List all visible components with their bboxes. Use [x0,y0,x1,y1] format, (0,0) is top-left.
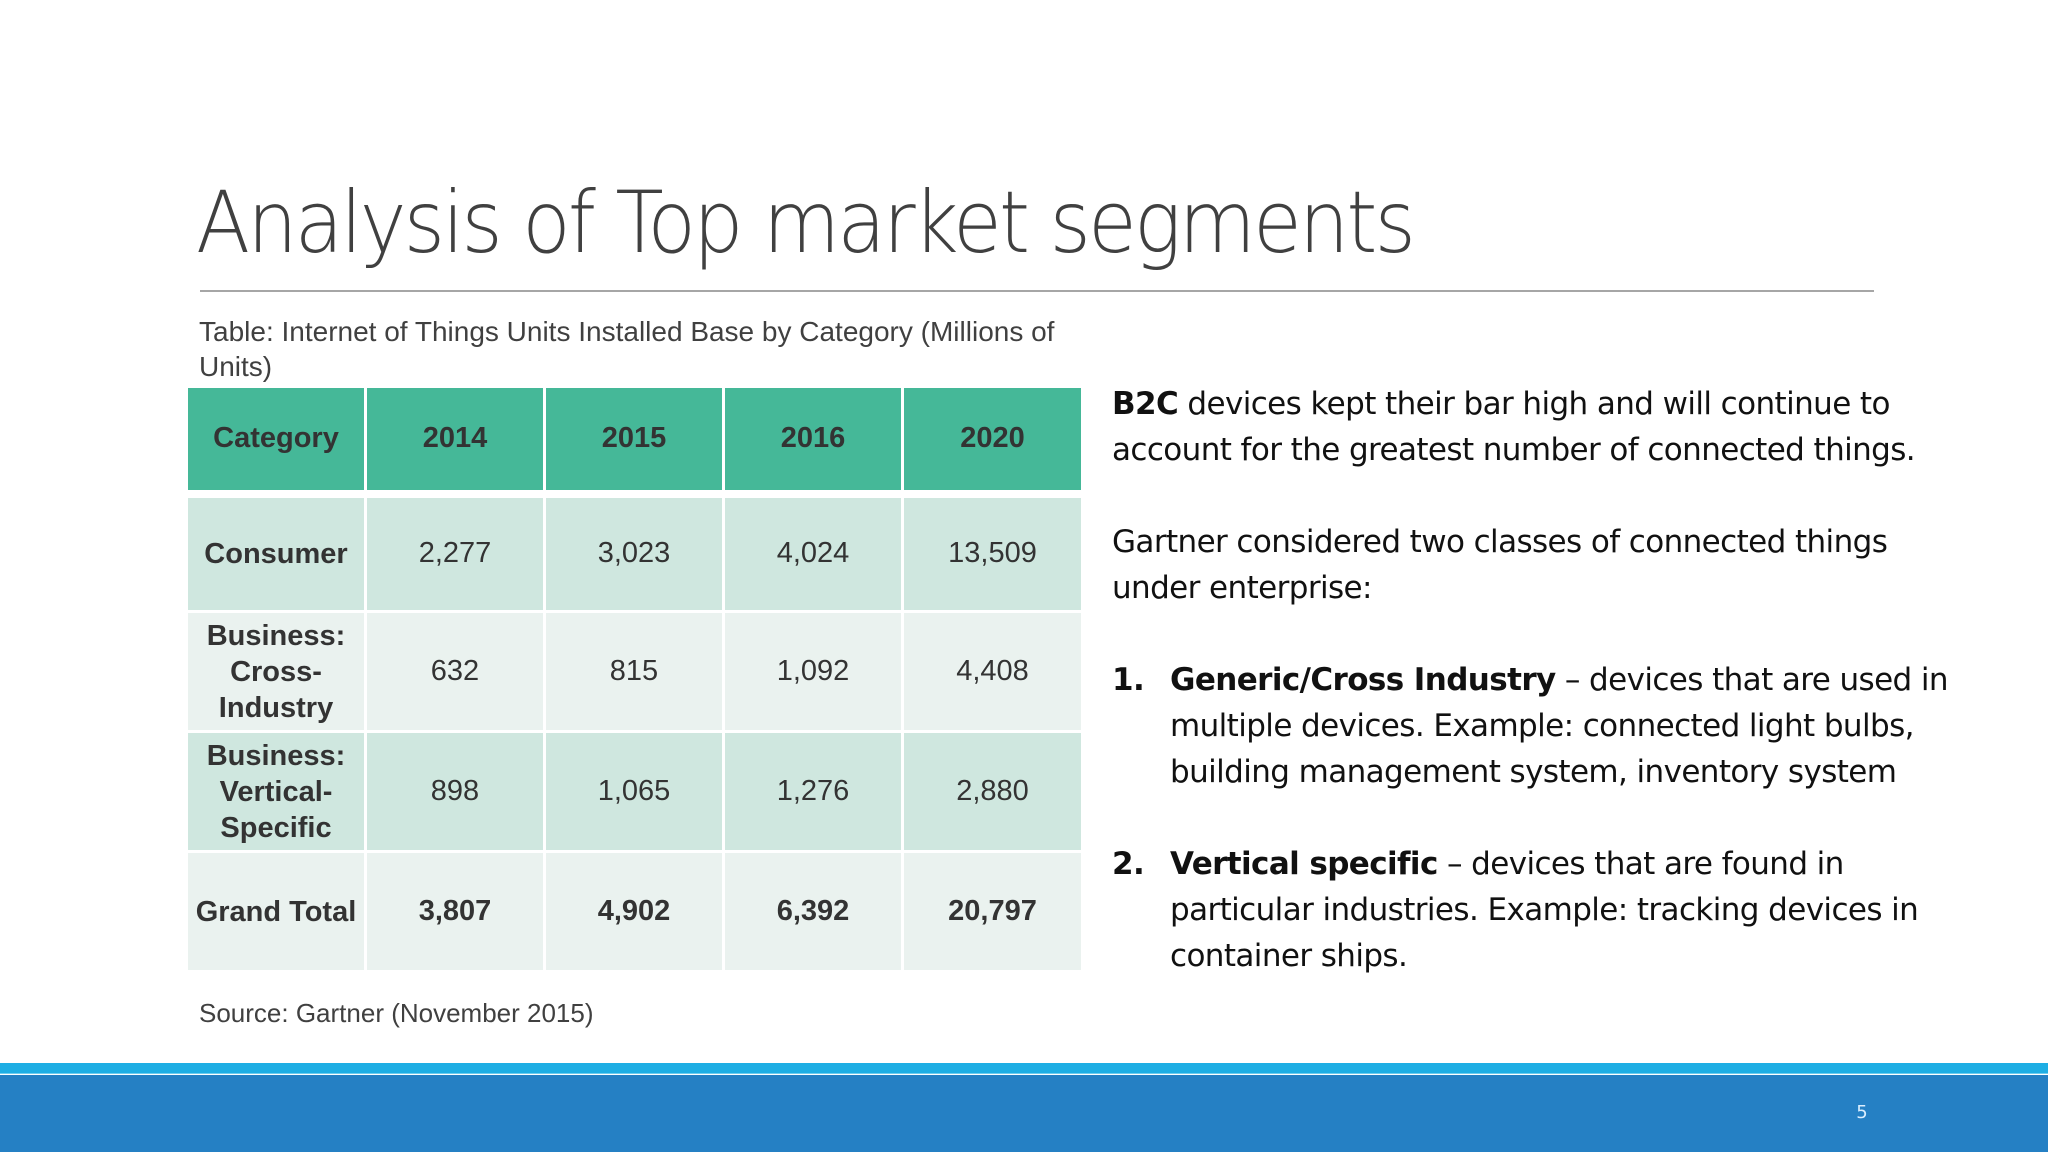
paragraph-spacer [1112,473,1972,519]
iot-installed-base-table: Category 2014 2015 2016 2020 Consumer 2,… [185,385,1084,973]
list-body: Generic/Cross Industry – devices that ar… [1170,657,1972,795]
paragraph-spacer [1112,795,1972,841]
header-category: Category [185,385,367,498]
slide-title: Analysis of Top market segments [196,173,1416,273]
cell-value: 1,092 [722,610,904,733]
header-2015: 2015 [543,385,725,498]
list-item-vertical: 2. Vertical specific – devices that are … [1112,841,1972,979]
table-row: Consumer 2,277 3,023 4,024 13,509 [185,492,1084,613]
list-term: Generic/Cross Industry [1170,662,1556,698]
list-description: – devices that are used in multiple devi… [1170,662,1949,790]
list-body: Vertical specific – devices that are fou… [1170,841,1972,979]
table-row: Business: Cross-Industry 632 815 1,092 4… [185,610,1084,733]
title-divider [200,290,1874,292]
b2c-text: devices kept their bar high and will con… [1112,386,1916,468]
cell-value: 1,276 [722,730,904,853]
paragraph-spacer [1112,611,1972,657]
cell-value: 13,509 [901,492,1084,613]
cell-value: 3,023 [543,492,725,613]
cell-value: 4,408 [901,610,1084,733]
cell-value: 1,065 [543,730,725,853]
row-category: Business: Cross-Industry [185,610,367,733]
table-header-row: Category 2014 2015 2016 2020 [185,385,1084,498]
table-caption: Table: Internet of Things Units Installe… [199,316,1055,382]
list-item-generic: 1. Generic/Cross Industry – devices that… [1112,657,1972,795]
table-source-note: Source: Gartner (November 2015) [199,998,594,1028]
list-number: 1. [1112,662,1145,698]
cell-value: 3,807 [364,850,546,973]
row-category: Grand Total [185,850,367,973]
page-number: 5 [1856,1102,1868,1123]
list-description: – devices that are found in particular i… [1170,846,1919,974]
enterprise-intro-paragraph: Gartner considered two classes of connec… [1112,524,1888,606]
header-2020: 2020 [901,385,1084,498]
footer-bar [0,1075,2048,1152]
cell-value: 2,277 [364,492,546,613]
b2c-paragraph: B2C devices kept their bar high and will… [1112,381,1972,473]
cell-value: 815 [543,610,725,733]
cell-value: 4,902 [543,850,725,973]
header-2014: 2014 [364,385,546,498]
row-category: Consumer [185,492,367,613]
list-number: 2. [1112,846,1145,882]
row-category: Business: Vertical-Specific [185,730,367,853]
table-row-grand-total: Grand Total 3,807 4,902 6,392 20,797 [185,850,1084,973]
table-row: Business: Vertical-Specific 898 1,065 1,… [185,730,1084,853]
list-term: Vertical specific [1170,846,1438,882]
header-2016: 2016 [722,385,904,498]
footer-accent-stripe [0,1063,2048,1074]
analysis-text: B2C devices kept their bar high and will… [1112,381,1972,979]
cell-value: 898 [364,730,546,853]
cell-value: 632 [364,610,546,733]
cell-value: 4,024 [722,492,904,613]
cell-value: 6,392 [722,850,904,973]
b2c-label: B2C [1112,386,1179,422]
cell-value: 20,797 [901,850,1084,973]
cell-value: 2,880 [901,730,1084,853]
